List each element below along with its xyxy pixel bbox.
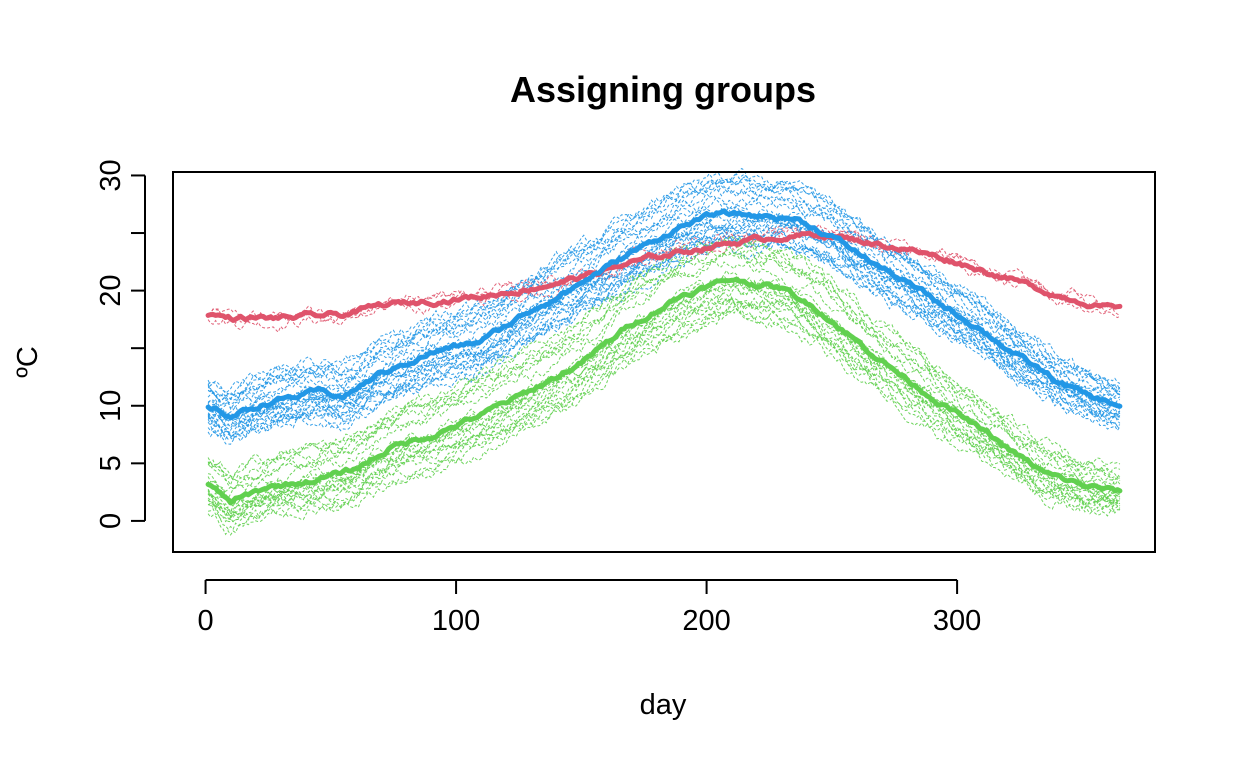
green-group-mean-line: [205, 276, 1123, 506]
green-member-line: [207, 248, 1121, 481]
green-member-line: [207, 238, 1121, 479]
green-member-line: [207, 297, 1120, 523]
y-tick-label: 20: [95, 274, 127, 306]
red-member-line: [207, 229, 1121, 333]
series-lines: [205, 167, 1123, 536]
blue-member-line: [207, 218, 1121, 427]
green-member-line: [207, 239, 1121, 484]
blue-group-mean-line: [205, 208, 1123, 421]
blue-member-line: [207, 235, 1121, 440]
x-tick-label: 100: [432, 605, 480, 637]
y-tick-label: 0: [95, 513, 127, 529]
blue-member-line: [207, 230, 1121, 441]
blue-member-line: [207, 239, 1121, 445]
blue-member-line: [207, 176, 1121, 404]
red-member-line: [207, 223, 1121, 321]
green-member-line: [207, 297, 1120, 517]
blue-member-line: [207, 215, 1121, 426]
y-tick-label: 5: [95, 455, 127, 471]
green-member-line: [207, 302, 1121, 523]
x-tick-label: 0: [197, 605, 213, 637]
y-axis: 0 5 10 20 30: [95, 159, 146, 529]
blue-member-line: [207, 234, 1121, 439]
green-member-line: [207, 248, 1121, 493]
red-group-mean-line: [205, 230, 1123, 323]
blue-member-line: [207, 237, 1121, 438]
green-member-line: [207, 308, 1121, 536]
y-axis-label: ºC: [12, 346, 44, 378]
green-member-line: [207, 235, 1121, 487]
blue-member-line: [207, 179, 1121, 403]
blue-member-line: [207, 177, 1121, 399]
chart-title: Assigning groups: [510, 69, 816, 110]
y-tick-label: 30: [95, 159, 127, 191]
x-axis-label: day: [640, 689, 687, 721]
blue-member-line: [207, 167, 1121, 396]
plot-frame: [172, 171, 1156, 553]
red-member-line: [207, 227, 1121, 326]
blue-member-line: [207, 194, 1121, 409]
blue-member-line: [207, 196, 1121, 411]
blue-member-line: [207, 185, 1121, 405]
x-axis: 0 100 200 300: [197, 579, 981, 637]
x-tick-label: 200: [682, 605, 730, 637]
blue-member-line: [207, 180, 1121, 401]
blue-member-line: [207, 212, 1120, 423]
x-tick-label: 300: [933, 605, 981, 637]
y-tick-label: 10: [95, 390, 127, 422]
blue-member-line: [207, 172, 1121, 394]
green-member-line: [207, 296, 1121, 519]
green-member-line: [207, 295, 1121, 517]
green-member-line: [207, 302, 1121, 523]
